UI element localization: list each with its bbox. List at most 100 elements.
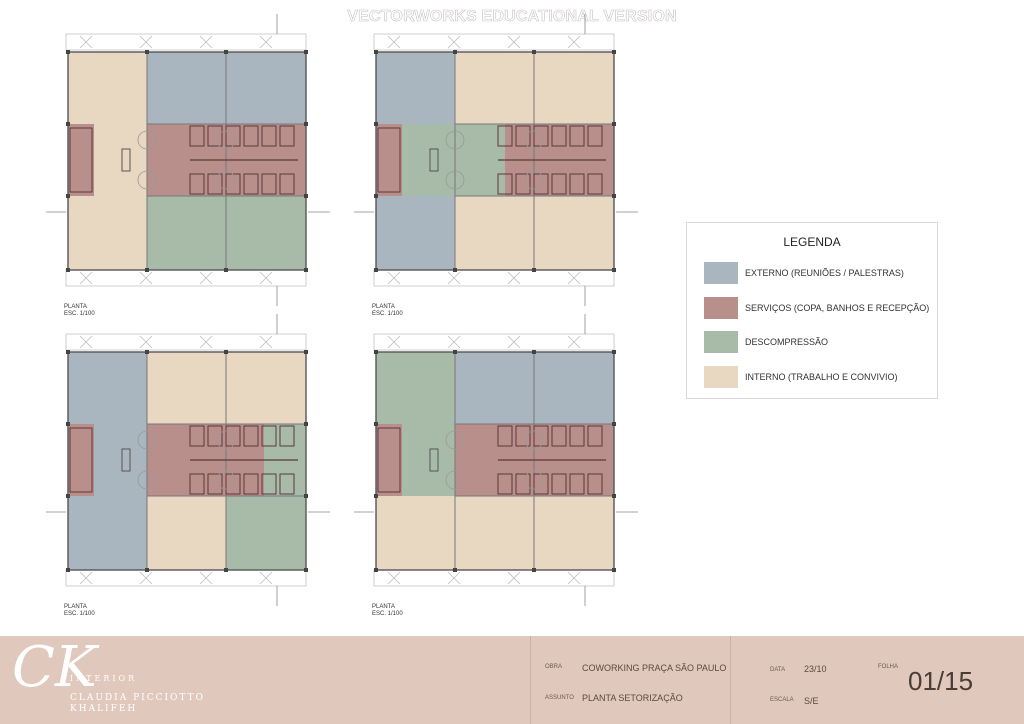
balcony-top: [373, 333, 615, 351]
structural-column: [374, 194, 378, 198]
glazing-mark: [387, 335, 401, 349]
glazing-mark: [387, 35, 401, 49]
brand-name-line-1: CLAUDIA PICCIOTTO: [70, 693, 205, 703]
plan-scale: ESC. 1/100: [372, 311, 403, 317]
data-label: DATA: [770, 667, 786, 673]
sheet-number: 01/15: [908, 666, 974, 696]
bathroom-stall: [207, 425, 223, 447]
structural-column: [304, 422, 308, 426]
outer-wall: [67, 51, 307, 271]
door-swing: [216, 170, 236, 190]
obra-value: COWORKING PRAÇA SÃO PAULO: [582, 663, 727, 673]
structural-column: [453, 268, 457, 272]
balcony-top: [65, 333, 307, 351]
structural-column: [224, 350, 228, 354]
bathroom-stall: [497, 473, 513, 495]
structural-column: [612, 350, 616, 354]
bathroom-stall: [515, 425, 531, 447]
legend-label: SERVIÇOS (COPA, BANHOS E RECEPÇÃO): [745, 303, 930, 313]
floor-plan-1: PLANTA ESC. 1/100: [40, 12, 340, 318]
structural-column: [374, 494, 378, 498]
door-swing: [445, 430, 465, 450]
floor-plan-drawing: [354, 314, 638, 606]
bathroom-stall: [515, 173, 531, 195]
glazing-mark: [447, 571, 461, 585]
structural-column: [612, 494, 616, 498]
folha-label: FOLHA: [878, 664, 899, 670]
door-swing: [137, 470, 157, 490]
bathroom-stall: [189, 473, 205, 495]
stair-core: [429, 448, 439, 472]
structural-column: [145, 268, 149, 272]
zone-left-bottom: [376, 196, 455, 270]
zone-center-bottom: [455, 496, 534, 570]
bathroom-stall: [569, 473, 585, 495]
bathroom-stall: [279, 173, 295, 195]
legend-title: LEGENDA: [783, 235, 841, 249]
glazing-mark: [387, 271, 401, 285]
structural-column: [304, 268, 308, 272]
glazing-mark: [567, 35, 581, 49]
plan-title: PLANTA: [372, 604, 395, 610]
bathroom-stall: [279, 473, 295, 495]
structural-column: [453, 568, 457, 572]
structural-column: [66, 50, 70, 54]
outer-wall: [67, 351, 307, 571]
glazing-mark: [79, 35, 93, 49]
structural-column: [612, 194, 616, 198]
stair-core: [429, 148, 439, 172]
door-swing: [445, 170, 465, 190]
zone-left-bottom: [68, 496, 147, 570]
zone-left-service: [376, 124, 402, 196]
bathroom-stall: [207, 473, 223, 495]
balcony-bottom: [65, 569, 307, 587]
bathroom-stall: [587, 473, 603, 495]
escala-value: S/E: [804, 696, 819, 706]
structural-column: [66, 568, 70, 572]
structural-column: [66, 494, 70, 498]
glazing-mark: [447, 271, 461, 285]
glazing-mark: [139, 335, 153, 349]
plan-label: PLANTA ESC. 1/100: [64, 604, 95, 618]
reception-counter: [69, 427, 93, 493]
glazing-mark: [259, 571, 273, 585]
glazing-mark: [567, 571, 581, 585]
structural-column: [374, 122, 378, 126]
balcony-top: [373, 33, 615, 51]
stair-core: [121, 448, 131, 472]
zone-center-bottom: [147, 496, 226, 570]
brand-logo-mark: CK: [12, 635, 97, 700]
bathroom-stall: [515, 473, 531, 495]
zone-right-bottom: [534, 496, 614, 570]
brand-name-line-2: KHALIFEH: [70, 704, 138, 714]
structural-column: [612, 122, 616, 126]
bathroom-stall: [515, 125, 531, 147]
floor-plan-drawing: [46, 14, 330, 306]
glazing-mark: [447, 335, 461, 349]
glazing-mark: [567, 271, 581, 285]
outer-wall: [375, 51, 615, 271]
bathroom-stall: [569, 125, 585, 147]
zone-right-bottom: [226, 496, 306, 570]
structural-column: [304, 494, 308, 498]
zone-center-top: [147, 52, 226, 124]
bathroom-stall: [497, 425, 513, 447]
glazing-mark: [139, 571, 153, 585]
glazing-mark: [507, 571, 521, 585]
legend-swatch: [704, 297, 738, 319]
zone-right-top: [534, 52, 614, 124]
bathroom-stall: [207, 173, 223, 195]
zone-right-top: [534, 352, 614, 424]
plan-scale: ESC. 1/100: [64, 311, 95, 317]
structural-column: [453, 350, 457, 354]
structural-column: [453, 50, 457, 54]
structural-column: [145, 350, 149, 354]
door-swing: [524, 130, 544, 150]
reception-counter: [69, 127, 93, 193]
door-swing: [137, 430, 157, 450]
zone-center-bottom: [455, 196, 534, 270]
structural-column: [145, 50, 149, 54]
structural-column: [304, 122, 308, 126]
brand-subtitle: INTERIOR: [70, 674, 138, 683]
bathroom-stall: [551, 425, 567, 447]
